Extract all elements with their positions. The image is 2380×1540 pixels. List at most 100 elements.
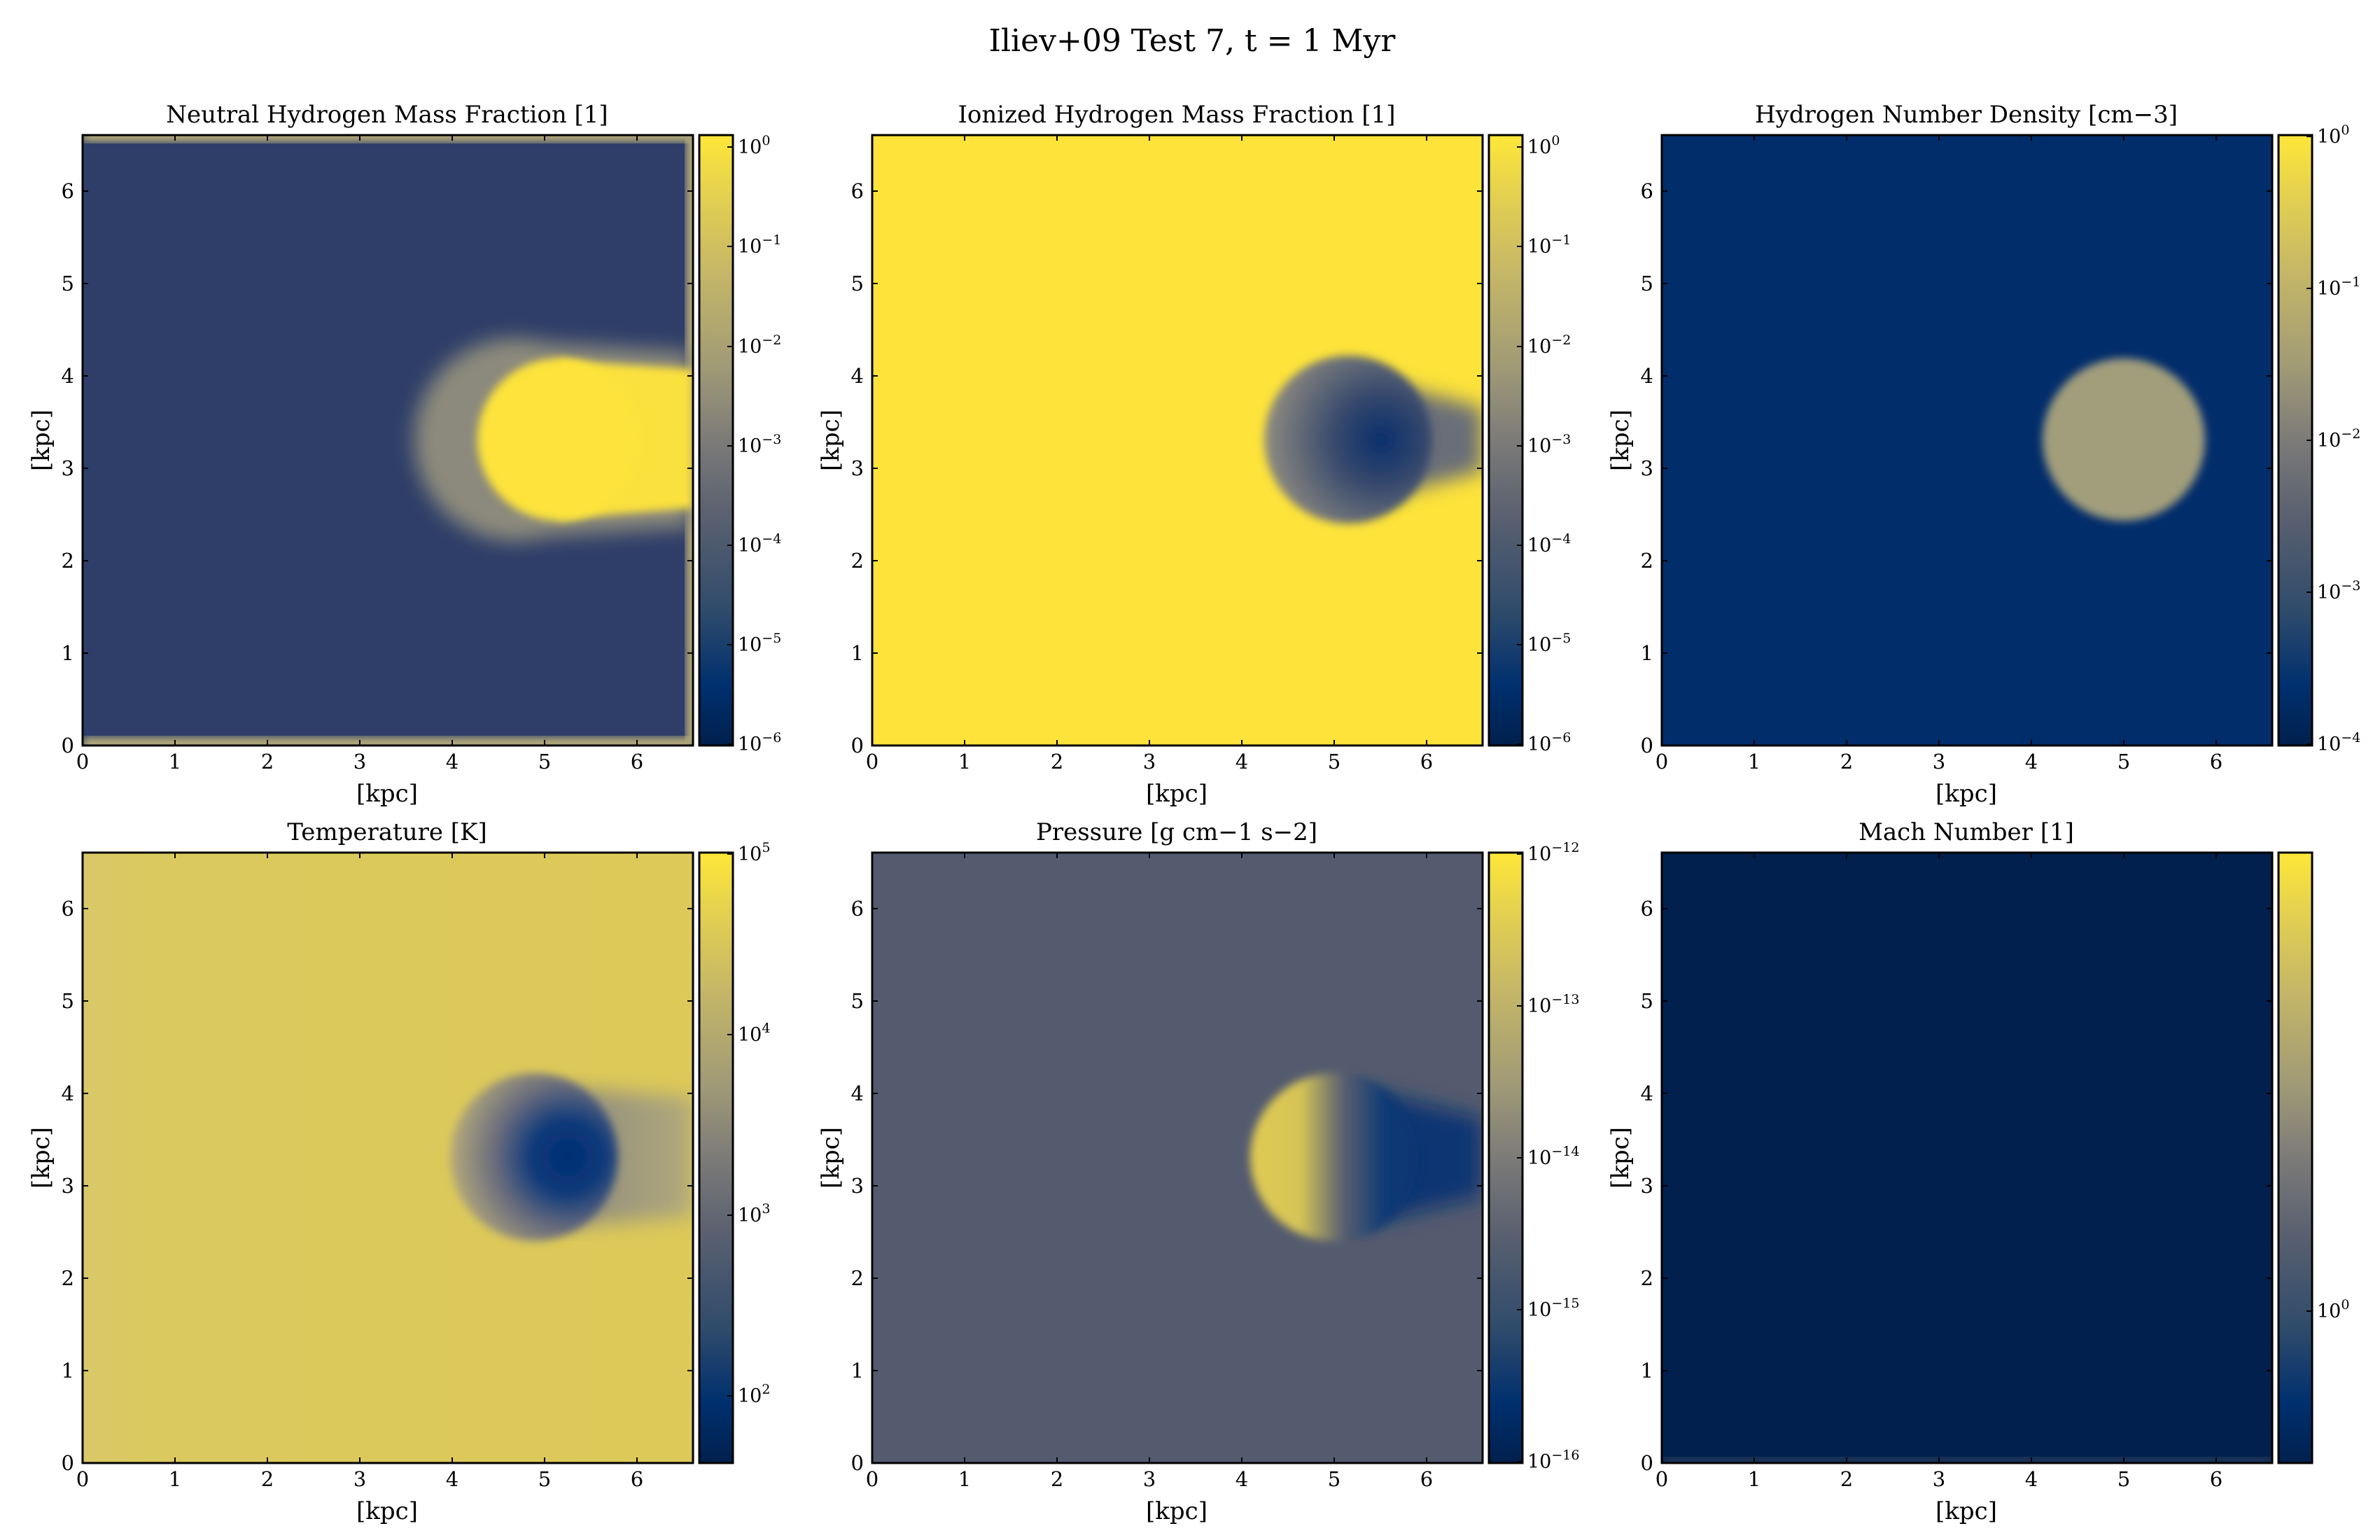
x-tick-label: 3 [354, 1467, 366, 1491]
colorbar-tick-label: 10−4 [738, 531, 781, 556]
clump [450, 1073, 618, 1241]
panel-number-density: Hydrogen Number Density [cm−3] 0 1 2 3 4… [1606, 101, 2360, 808]
colorbar-tick-label: 100 [1527, 133, 1560, 158]
x-tick-label: 0 [76, 1467, 89, 1491]
y-tick-label: 2 [851, 549, 864, 573]
colorbar-tick-label: 102 [738, 1382, 770, 1407]
x-tick-label: 6 [631, 1467, 643, 1491]
y-axis: 0 1 2 3 4 5 6 [62, 897, 88, 1475]
top-ticks [964, 853, 1427, 858]
colorbar-tick-label: 104 [738, 1021, 770, 1046]
x-tick-label: 0 [1656, 750, 1668, 774]
panel-pressure: Pressure [g cm−1 s−2] 0 1 2 3 4 5 6 [817, 818, 1579, 1525]
y-tick-label: 2 [1641, 1266, 1653, 1290]
y-tick-label: 1 [62, 641, 74, 665]
panel-neutral-hydrogen: Neutral Hydrogen Mass Fraction [1] 0 1 2… [27, 101, 781, 808]
x-tick-label: 5 [2118, 750, 2130, 774]
x-axis-label: [kpc] [1146, 780, 1208, 808]
x-axis-label: [kpc] [356, 780, 418, 808]
x-tick-label: 0 [76, 750, 89, 774]
colorbar-tick-label: 10−4 [1527, 531, 1571, 556]
clump [2043, 358, 2205, 521]
clump [1264, 356, 1432, 524]
colorbar-tick-label: 10−15 [1527, 1296, 1579, 1321]
y-tick-label: 6 [62, 897, 74, 920]
colorbar-tick-label: 10−1 [738, 232, 781, 258]
y-axis-label: [kpc] [1606, 410, 1634, 471]
y-tick-label: 4 [851, 364, 864, 388]
panel-mach-number: Mach Number [1] 0 1 2 3 4 5 6 0 [1606, 818, 2349, 1525]
right-ticks [1477, 908, 1483, 1371]
x-tick-label: 1 [1748, 1467, 1760, 1491]
panel-title: Pressure [g cm−1 s−2] [1036, 818, 1317, 846]
colorbar: 105 104 103 102 [698, 840, 770, 1464]
y-tick-label: 4 [62, 364, 74, 388]
heatmap-bottom-edge [1662, 1457, 2272, 1462]
y-tick-label: 5 [1641, 272, 1653, 295]
y-tick-label: 6 [1641, 179, 1653, 203]
top-ticks [1754, 853, 2217, 858]
colorbar: 100 10−1 10−2 10−3 10−4 [2277, 122, 2360, 755]
x-tick-label: 4 [2025, 1467, 2038, 1491]
x-tick-label: 6 [631, 750, 643, 774]
x-tick-label: 4 [1236, 1467, 1248, 1491]
x-axis: 0 1 2 3 4 5 6 [1656, 1457, 2222, 1491]
colorbar-tick-label: 10−6 [1527, 730, 1571, 755]
panel-ionized-hydrogen: Ionized Hydrogen Mass Fraction [1] 0 1 2… [817, 101, 1571, 808]
panel-title: Temperature [K] [287, 818, 486, 846]
colorbar: 100 10−1 10−2 10−3 10−4 10−5 10−6 [698, 133, 781, 755]
plot-frame [1660, 134, 2274, 747]
x-tick-label: 1 [1748, 750, 1760, 774]
y-tick-label: 3 [62, 456, 74, 480]
right-ticks [1477, 190, 1483, 654]
x-tick-label: 2 [1840, 750, 1853, 774]
x-tick-label: 3 [1143, 1467, 1156, 1491]
y-tick-label: 0 [1641, 734, 1653, 757]
plot-frame [1660, 851, 2274, 1464]
x-tick-label: 2 [1051, 1467, 1063, 1491]
y-tick-label: 2 [62, 549, 74, 573]
y-tick-label: 0 [851, 734, 864, 757]
plot-frame [871, 851, 1484, 1464]
x-axis-label: [kpc] [1935, 1497, 1997, 1525]
x-tick-label: 5 [538, 1467, 551, 1491]
x-axis: 0 1 2 3 4 5 6 [866, 740, 1433, 774]
y-axis-label: [kpc] [27, 1127, 55, 1189]
y-tick-label: 3 [62, 1174, 74, 1198]
colorbar-tick-label: 10−1 [2317, 274, 2360, 300]
x-tick-label: 4 [2025, 750, 2038, 774]
clump-core [477, 358, 640, 521]
colorbar-gradient [2277, 851, 2314, 1464]
colorbar: 100 10−1 10−2 10−3 10−4 10−5 10−6 [1488, 133, 1571, 755]
x-tick-label: 6 [2210, 1467, 2222, 1491]
x-tick-label: 3 [1933, 1467, 1945, 1491]
x-tick-label: 1 [169, 750, 181, 774]
y-tick-label: 5 [851, 272, 864, 295]
x-tick-label: 1 [169, 1467, 181, 1491]
plot-frame [81, 134, 694, 747]
y-axis: 0 1 2 3 4 5 6 [1641, 897, 1667, 1475]
colorbar-tick-label: 103 [738, 1201, 770, 1226]
x-tick-label: 3 [354, 750, 366, 774]
y-tick-label: 6 [851, 179, 864, 203]
y-axis: 0 1 2 3 4 5 6 [62, 179, 88, 757]
top-ticks [174, 853, 638, 858]
y-tick-label: 5 [851, 989, 864, 1013]
top-ticks [1754, 135, 2217, 141]
x-axis: 0 1 2 3 4 5 6 [1656, 740, 2222, 774]
x-tick-label: 5 [1328, 750, 1340, 774]
y-tick-label: 4 [1641, 1082, 1653, 1105]
x-tick-label: 3 [1933, 750, 1945, 774]
y-tick-label: 0 [1641, 1451, 1653, 1475]
x-tick-label: 1 [958, 750, 971, 774]
heatmap-background [1662, 853, 2272, 1463]
y-tick-label: 0 [851, 1451, 864, 1475]
x-axis-label: [kpc] [1935, 780, 1997, 808]
colorbar-tick-label: 10−16 [1527, 1448, 1579, 1473]
y-tick-label: 0 [62, 1451, 74, 1475]
y-tick-label: 2 [1641, 549, 1653, 573]
plot-frame [81, 851, 694, 1464]
x-tick-label: 2 [1051, 750, 1063, 774]
colorbar-tick-label: 10−1 [1527, 232, 1571, 258]
